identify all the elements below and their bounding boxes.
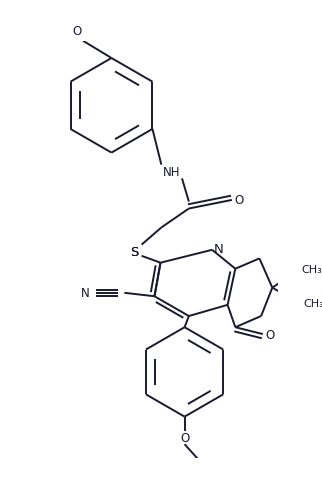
- Text: NH: NH: [163, 166, 180, 179]
- Text: O: O: [234, 194, 243, 207]
- Text: N: N: [214, 242, 224, 255]
- Text: O: O: [72, 25, 82, 38]
- Text: O: O: [265, 328, 274, 341]
- Text: CH₃: CH₃: [302, 264, 322, 274]
- Text: N: N: [81, 287, 90, 300]
- Text: O: O: [180, 431, 189, 444]
- Text: S: S: [130, 245, 139, 258]
- Text: CH₃: CH₃: [303, 299, 322, 308]
- Text: S: S: [130, 245, 139, 258]
